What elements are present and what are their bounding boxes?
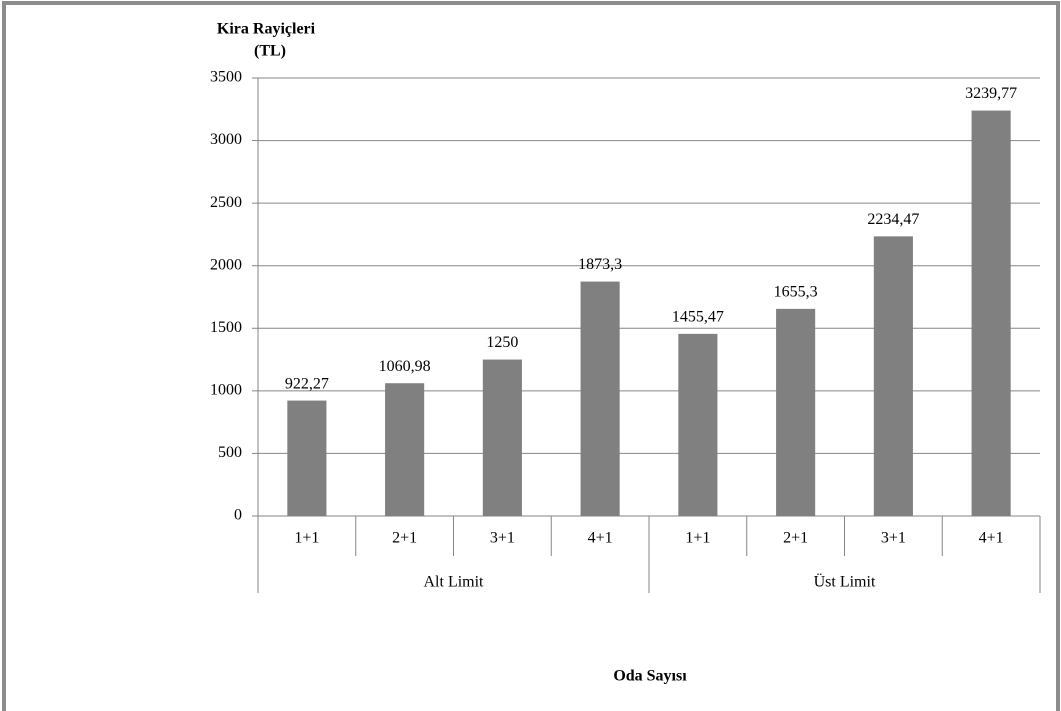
data-label: 3239,77 <box>965 85 1017 102</box>
y-tick-label: 0 <box>234 507 242 524</box>
y-tick-label: 500 <box>218 444 242 461</box>
data-label: 1250 <box>486 334 518 351</box>
bar <box>580 281 620 516</box>
y-tick-label: 3000 <box>210 131 242 148</box>
bar <box>776 308 816 516</box>
x-tick-label: 4+1 <box>979 530 1004 547</box>
x-tick-label: 2+1 <box>392 530 417 547</box>
y-tick-label: 2000 <box>210 256 242 273</box>
bar <box>482 359 522 516</box>
data-label: 922,27 <box>285 375 329 392</box>
x-tick-label: 1+1 <box>294 530 319 547</box>
bar <box>287 400 327 516</box>
data-label: 1873,3 <box>578 256 622 273</box>
x-tick-label: 4+1 <box>588 530 613 547</box>
x-tick-label: 2+1 <box>783 530 808 547</box>
y-tick-label: 3500 <box>210 69 242 86</box>
data-label: 1060,98 <box>379 358 431 375</box>
x-tick-label: 3+1 <box>490 530 515 547</box>
bar <box>873 236 913 516</box>
bar <box>678 333 718 516</box>
y-tick-label: 1000 <box>210 382 242 399</box>
y-axis-title: Kira Rayiçleri <box>217 21 316 38</box>
y-tick-label: 1500 <box>210 319 242 336</box>
data-label: 1455,47 <box>672 309 724 326</box>
bar <box>385 383 425 516</box>
data-label: 2234,47 <box>867 211 919 228</box>
group-label: Alt Limit <box>424 574 485 591</box>
bar <box>971 110 1011 517</box>
y-axis-title: (TL) <box>254 43 286 60</box>
x-tick-label: 3+1 <box>881 530 906 547</box>
y-tick-label: 2500 <box>210 194 242 211</box>
group-label: Üst Limit <box>814 573 876 591</box>
x-axis-title: Oda Sayısı <box>613 668 687 685</box>
x-tick-label: 1+1 <box>685 530 710 547</box>
data-label: 1655,3 <box>774 284 818 301</box>
